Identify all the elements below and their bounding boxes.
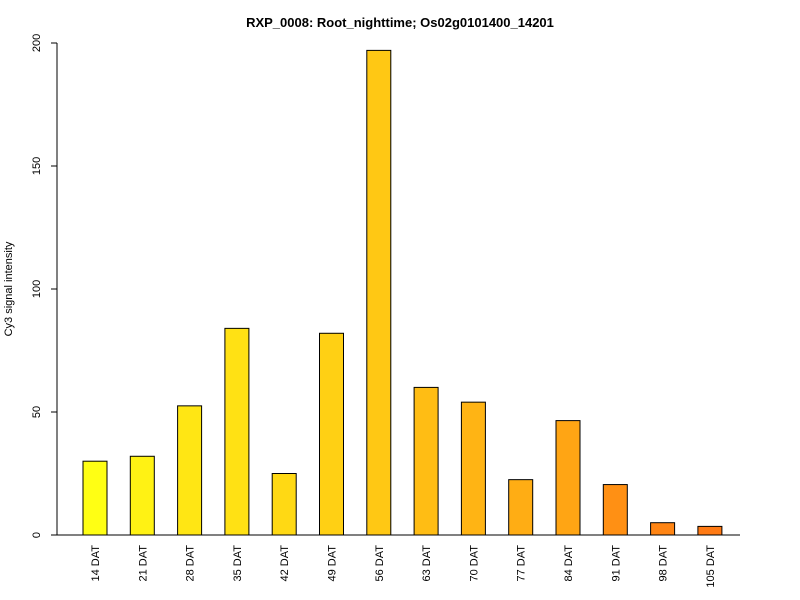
bar-70-dat	[460, 401, 486, 536]
bar-14-dat	[82, 460, 108, 536]
y-tick-label: 50	[31, 406, 43, 418]
y-tick-label: 100	[31, 280, 43, 298]
x-tick-label: 98 DAT	[658, 545, 670, 582]
bar-56-dat	[366, 49, 392, 536]
bar-28-dat	[177, 405, 203, 536]
x-tick-label: 84 DAT	[563, 545, 575, 582]
x-tick-label: 49 DAT	[327, 545, 339, 582]
x-tick-label: 105 DAT	[705, 545, 717, 588]
bar-49-dat	[319, 332, 344, 536]
x-tick-label: 42 DAT	[279, 545, 291, 582]
x-tick-label: 70 DAT	[468, 545, 480, 582]
y-tick-label: 150	[31, 157, 43, 175]
chart-title: RXP_0008: Root_nighttime; Os02g0101400_1…	[246, 15, 554, 30]
x-tick-label: 77 DAT	[516, 545, 528, 582]
y-axis-label: Cy3 signal intensity	[3, 241, 15, 336]
bars	[82, 49, 723, 536]
x-tick-label: 14 DAT	[90, 545, 102, 582]
x-tick-label: 21 DAT	[137, 545, 149, 582]
bar-42-dat	[271, 473, 297, 536]
bar-35-dat	[224, 327, 250, 536]
x-tick-label: 63 DAT	[421, 545, 433, 582]
bar-63-dat	[413, 386, 439, 536]
y-tick-label: 0	[31, 532, 43, 538]
x-tick-label: 28 DAT	[185, 545, 197, 582]
bar-91-dat	[602, 484, 628, 536]
bar-84-dat	[555, 420, 581, 536]
y-tick-label: 200	[31, 34, 43, 52]
bar-98-dat	[650, 522, 676, 536]
x-tick-label: 91 DAT	[610, 545, 622, 582]
x-tick-label: 35 DAT	[232, 545, 244, 582]
x-tick-labels: 14 DAT 21 DAT 28 DAT 35 DAT 42 DAT 49 DAT 56 D…	[90, 545, 717, 588]
x-tick-label: 56 DAT	[374, 545, 386, 582]
bar-105-dat	[697, 525, 723, 536]
bar-77-dat	[508, 479, 534, 536]
bar-21-dat	[129, 455, 155, 536]
